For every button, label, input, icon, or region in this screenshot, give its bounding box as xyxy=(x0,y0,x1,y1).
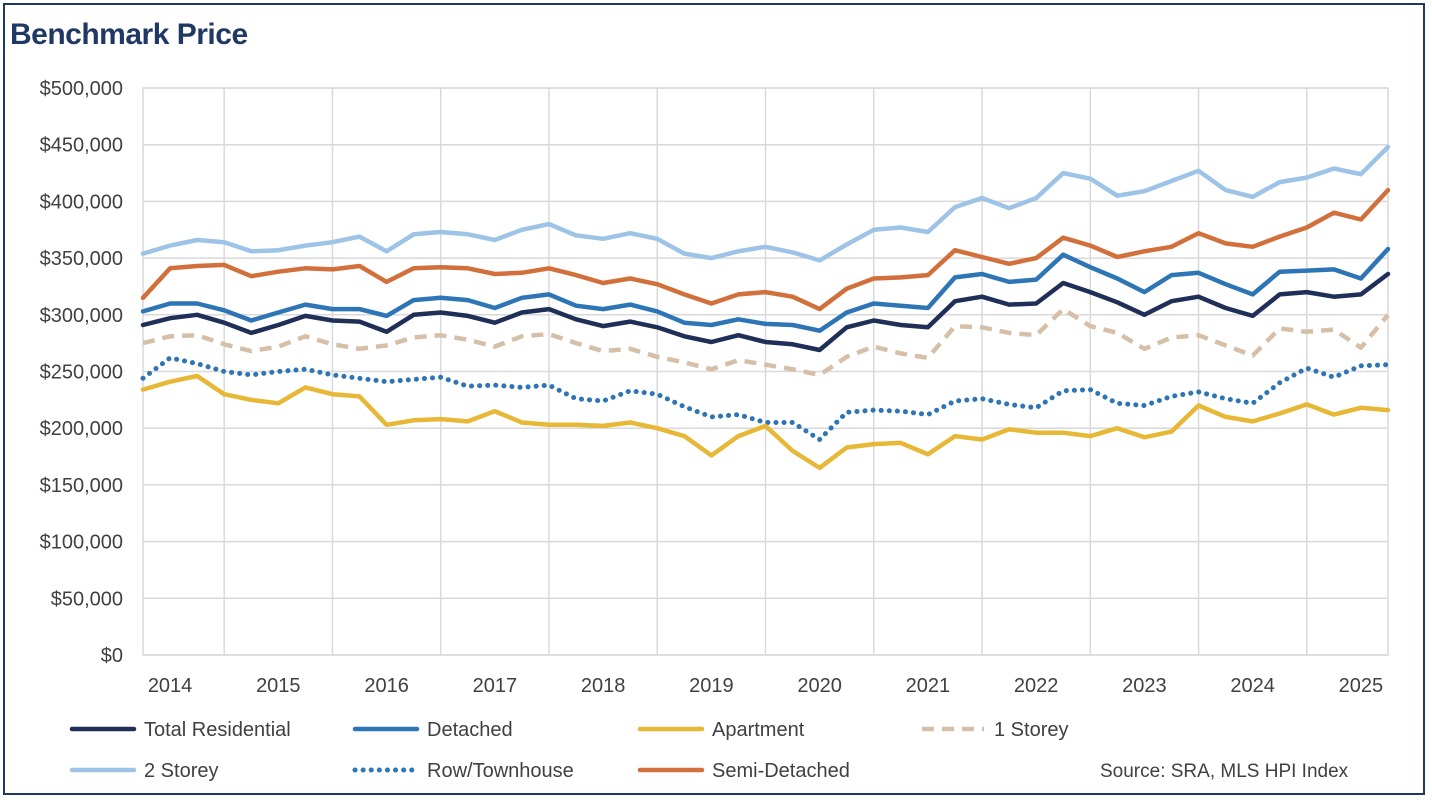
x-tick-label: 2017 xyxy=(473,675,518,697)
x-tick-label: 2024 xyxy=(1230,675,1275,697)
series-line-apartment xyxy=(140,373,1391,471)
legend-label: Total Residential xyxy=(144,719,291,741)
x-tick-label: 2022 xyxy=(1014,675,1059,697)
y-tick-label: $300,000 xyxy=(40,305,123,327)
legend-label: 1 Storey xyxy=(994,719,1068,741)
grid-layer xyxy=(142,87,1389,656)
legend-label: Semi-Detached xyxy=(712,760,850,782)
y-tick-label: $500,000 xyxy=(40,78,123,100)
x-axis-ticks: 2014 2015 2016 2017 2018 2019 2020 2021 2022 2023… xyxy=(148,675,1383,697)
legend-label: 2 Storey xyxy=(144,760,218,782)
y-tick-label: $150,000 xyxy=(40,475,123,497)
y-tick-label: $200,000 xyxy=(40,418,123,440)
x-tick-label: 2025 xyxy=(1339,675,1384,697)
series-lines xyxy=(140,144,1391,471)
y-tick-label: $450,000 xyxy=(40,135,123,157)
y-tick-label: $400,000 xyxy=(40,191,123,213)
x-tick-label: 2019 xyxy=(689,675,734,697)
x-tick-label: 2023 xyxy=(1122,675,1167,697)
series-line-detached xyxy=(140,246,1391,333)
series-line-semi-detached xyxy=(140,187,1391,312)
chart-title: Benchmark Price xyxy=(10,18,248,51)
legend-label: Row/Townhouse xyxy=(427,760,574,782)
series-line-row-townhouse xyxy=(140,355,1391,442)
y-tick-label: $0 xyxy=(101,645,123,667)
x-tick-label: 2021 xyxy=(906,675,951,697)
source-note: Source: SRA, MLS HPI Index xyxy=(1100,761,1349,782)
legend-label: Detached xyxy=(427,719,513,741)
x-tick-label: 2016 xyxy=(364,675,409,697)
series-line-2-storey xyxy=(140,144,1391,263)
x-tick-label: 2015 xyxy=(256,675,301,697)
series-line-total-residential xyxy=(140,271,1391,353)
y-tick-label: $350,000 xyxy=(40,248,123,270)
series-line-1-storey xyxy=(142,306,1390,378)
y-axis-ticks: $0 $50,000 $100,000 $150,000 $200,000 $250,00… xyxy=(40,78,123,667)
x-tick-label: 2020 xyxy=(797,675,842,697)
y-tick-label: $250,000 xyxy=(40,362,123,384)
y-tick-label: $50,000 xyxy=(51,588,123,610)
legend-label: Apartment xyxy=(712,719,805,741)
legend: Total Residential Detached Apartment 1 Stor… xyxy=(69,719,1068,782)
x-tick-label: 2018 xyxy=(581,675,626,697)
x-tick-label: 2014 xyxy=(148,675,193,697)
y-tick-label: $100,000 xyxy=(40,532,123,554)
